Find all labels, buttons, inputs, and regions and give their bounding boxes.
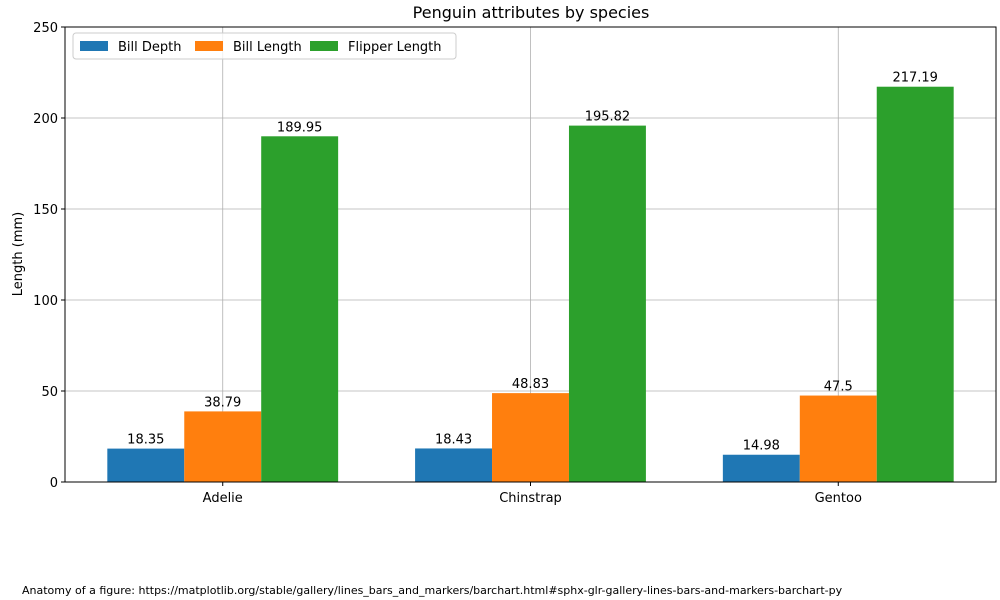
bar-value-label: 14.98 [743, 439, 780, 454]
legend-entry-label: Bill Length [233, 40, 302, 55]
y-axis-label: Length (mm) [11, 212, 26, 296]
x-tick-label: Chinstrap [499, 491, 562, 506]
bar-value-label: 18.43 [435, 432, 472, 447]
y-tick-label: 0 [50, 476, 58, 491]
bar-value-label: 217.19 [892, 71, 938, 86]
legend-swatch [195, 41, 223, 51]
legend-swatch [310, 41, 338, 51]
x-tick-label: Adelie [203, 491, 243, 506]
y-tick-label: 200 [33, 112, 58, 127]
bar [568, 125, 646, 482]
legend: Bill Depth Bill Length Flipper Length [72, 32, 457, 60]
bar [876, 86, 954, 482]
legend-box [72, 32, 457, 60]
bar [415, 448, 493, 482]
bar-value-label: 38.79 [204, 395, 241, 410]
bar [722, 454, 800, 482]
y-tick-label: 100 [33, 294, 58, 309]
bar-value-label: 189.95 [277, 120, 323, 135]
bars [107, 86, 954, 482]
bar-value-label: 195.82 [585, 110, 631, 125]
bar [184, 411, 262, 482]
bar [261, 136, 339, 482]
y-tick-label: 150 [33, 203, 58, 218]
x-tick-label: Gentoo [815, 491, 862, 506]
y-tick-label: 50 [41, 385, 58, 400]
legend-entry-label: Flipper Length [348, 40, 442, 55]
bar [107, 448, 185, 482]
chart-title: Penguin attributes by species [413, 3, 650, 22]
figure-caption: Anatomy of a figure: https://matplotlib.… [22, 584, 843, 597]
axes: 0 50 100 150 200 250 Adelie Chinstrap Gentoo [33, 21, 997, 506]
legend-entry-label: Bill Depth [118, 40, 181, 55]
bar [799, 395, 877, 482]
legend-swatch [80, 41, 108, 51]
bar-value-label: 47.5 [824, 380, 853, 395]
bar-value-label: 18.35 [127, 433, 164, 448]
bar-labels: 18.35 18.43 14.98 38.79 48.83 47.5 189.95 195.8… [127, 71, 938, 454]
y-tick-label: 250 [33, 21, 58, 36]
bar-value-label: 48.83 [512, 377, 549, 392]
bar [492, 393, 569, 482]
